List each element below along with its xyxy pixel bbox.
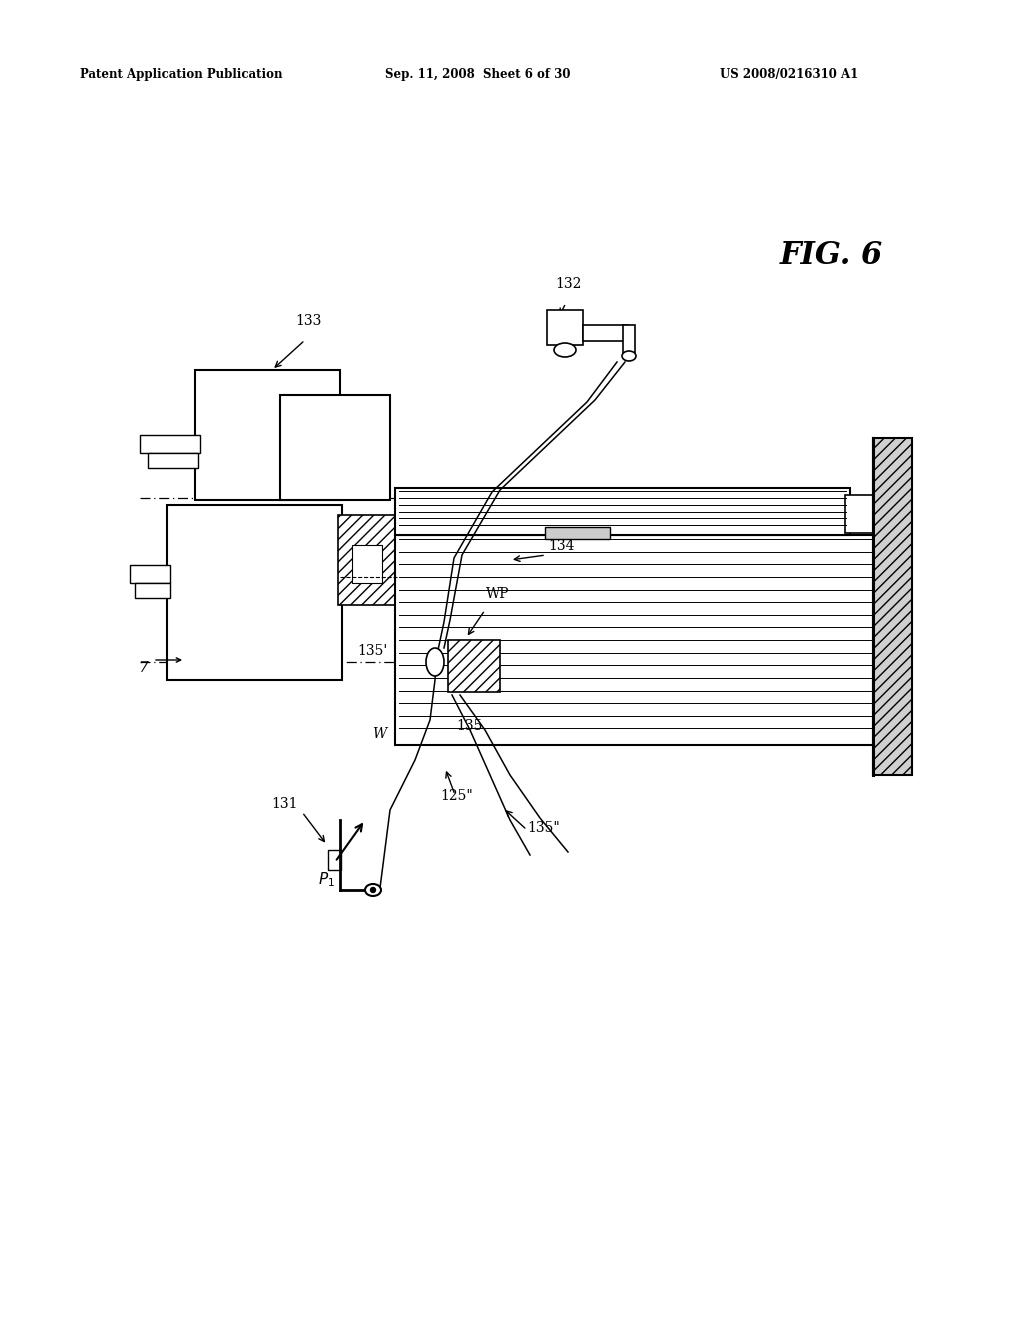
Text: Sep. 11, 2008  Sheet 6 of 30: Sep. 11, 2008 Sheet 6 of 30: [385, 69, 570, 81]
Ellipse shape: [365, 884, 381, 896]
Text: 135": 135": [527, 821, 560, 836]
Text: 125": 125": [440, 789, 473, 803]
Bar: [130, 565, 170, 583]
Bar: [195, 370, 340, 500]
Text: 7: 7: [138, 661, 148, 675]
Ellipse shape: [426, 648, 444, 676]
Bar: [545, 527, 610, 539]
Bar: [873, 438, 912, 775]
Bar: [140, 436, 200, 453]
Text: WP: WP: [486, 587, 510, 601]
Bar: [135, 583, 170, 598]
Text: 133: 133: [295, 314, 322, 327]
Bar: [845, 495, 874, 533]
Bar: [623, 325, 635, 355]
Bar: [352, 545, 382, 583]
Bar: [280, 395, 390, 500]
Ellipse shape: [554, 343, 575, 356]
Text: $P_1$: $P_1$: [318, 870, 335, 888]
Bar: [547, 310, 583, 345]
Bar: [167, 506, 342, 680]
Text: 135': 135': [357, 644, 388, 657]
Text: FIG. 6: FIG. 6: [780, 240, 884, 271]
Bar: [395, 488, 850, 535]
Bar: [449, 640, 500, 692]
Text: 135: 135: [456, 719, 482, 733]
Text: Patent Application Publication: Patent Application Publication: [80, 69, 283, 81]
Ellipse shape: [371, 887, 376, 892]
Ellipse shape: [622, 351, 636, 360]
Bar: [328, 850, 341, 870]
Text: 132: 132: [555, 277, 582, 290]
Bar: [583, 325, 628, 341]
Text: 131: 131: [271, 797, 298, 810]
Text: US 2008/0216310 A1: US 2008/0216310 A1: [720, 69, 858, 81]
Bar: [338, 515, 396, 605]
Bar: [395, 535, 874, 744]
Text: 134: 134: [548, 539, 574, 553]
Bar: [148, 453, 198, 469]
Text: W: W: [372, 727, 386, 741]
